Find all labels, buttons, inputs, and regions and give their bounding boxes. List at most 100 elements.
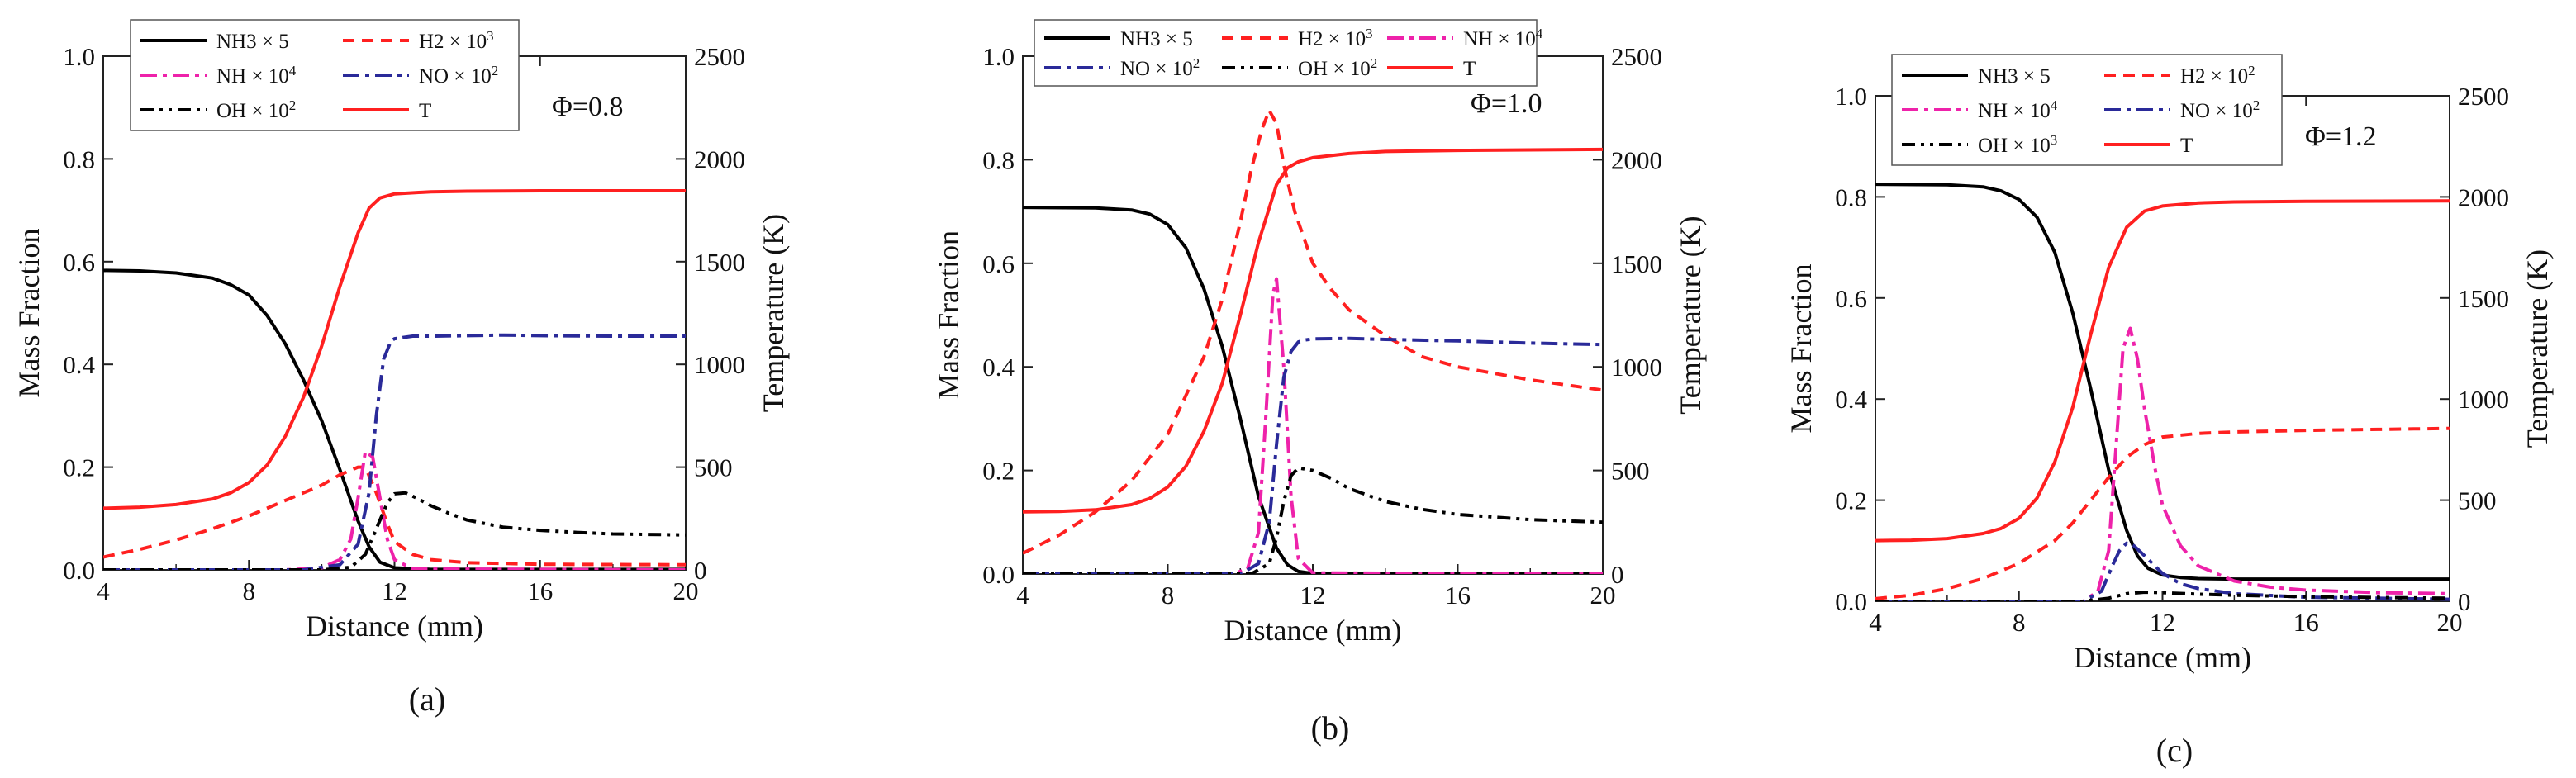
legend: NH3 × 5 H2 × 102 NH × 104 NO × 102 OH × 103 T — [1891, 54, 2283, 166]
series-line-nh3-5 — [1023, 206, 1603, 574]
legend: NH3 × 5 H2 × 103 NH × 104 NO × 102 OH × 102 T — [1034, 19, 1543, 87]
x-tick-label: 8 — [1162, 581, 1175, 610]
x-tick-label: 8 — [243, 576, 256, 605]
legend-box — [1034, 19, 1538, 87]
x-tick-label: 20 — [1590, 581, 1616, 610]
legend-label: T — [2180, 135, 2193, 157]
y-left-tick-label: 0.8 — [1835, 183, 1867, 211]
y-left-tick-label: 0.8 — [63, 145, 95, 173]
chart-c: 4 8 12 16 20 0.0 0.2 0.4 0.6 0.8 1.0 0 500 1000 1500 20… — [1785, 54, 2554, 769]
y-right-axis-label: Temperature (K) — [757, 214, 790, 412]
series-line-oh-10-2 — [103, 491, 686, 570]
y-right-tick-label: 2500 — [1611, 42, 1662, 71]
y-left-axis-label: Mass Fraction — [1785, 264, 1818, 434]
y-right-tick-label: 0 — [694, 556, 707, 585]
x-tick-label: 16 — [527, 576, 553, 605]
phi-annotation: Φ=1.0 — [1471, 88, 1542, 119]
y-right-tick-label: 1000 — [694, 350, 745, 379]
x-tick-label: 8 — [2013, 608, 2026, 637]
legend-label: NH × 104 — [1463, 26, 1543, 51]
legend-label: NO × 102 — [419, 63, 498, 88]
series-line-oh-10-2 — [1023, 466, 1603, 574]
phi-annotation: Φ=0.8 — [552, 92, 624, 122]
y-right-axis-label: Temperature (K) — [1674, 216, 1707, 414]
y-right-tick-label: 1500 — [694, 248, 745, 277]
x-axis-label: Distance (mm) — [306, 610, 483, 643]
legend-label: H2 × 103 — [1298, 26, 1373, 51]
subfigure-caption: (c) — [2156, 732, 2193, 769]
y-left-tick-label: 0.0 — [1835, 587, 1867, 616]
y-left-axis-label: Mass Fraction — [932, 230, 965, 400]
series-line-t — [1875, 199, 2450, 543]
y-left-tick-label: 1.0 — [63, 42, 95, 71]
legend: NH3 × 5 H2 × 103 NH × 104 NO × 102 OH × 102 T — [130, 19, 520, 131]
series-group — [103, 189, 686, 570]
y-right-tick-label: 1000 — [1611, 353, 1662, 382]
series-group — [1875, 183, 2450, 601]
chart-b: 4 8 12 16 20 0.0 0.2 0.4 0.6 0.8 1.0 0 500 1000 1500 20… — [932, 19, 1707, 747]
x-tick-label: 16 — [2293, 608, 2319, 637]
y-left-tick-label: 0.6 — [982, 249, 1015, 278]
y-left-tick-label: 0.2 — [1835, 486, 1867, 515]
subfigure-caption: (b) — [1311, 709, 1350, 747]
y-left-tick-label: 0.4 — [982, 353, 1015, 382]
y-right-tick-label: 500 — [2458, 486, 2497, 515]
x-axis-label: Distance (mm) — [2074, 641, 2251, 674]
x-axis-label: Distance (mm) — [1224, 614, 1402, 647]
y-left-tick-label: 0.4 — [63, 350, 95, 379]
x-tick-label: 12 — [1300, 581, 1326, 610]
y-right-tick-label: 1500 — [2458, 284, 2509, 313]
legend-label: OH × 102 — [216, 97, 296, 123]
y-right-tick-label: 2000 — [694, 145, 745, 173]
y-left-tick-label: 1.0 — [1835, 82, 1867, 111]
legend-label: NH × 104 — [1978, 97, 2058, 123]
legend-label: H2 × 102 — [2180, 63, 2255, 88]
legend-label: NH3 × 5 — [1978, 65, 2051, 88]
legend-label: NO × 102 — [2180, 97, 2260, 123]
phi-annotation: Φ=1.2 — [2305, 121, 2377, 152]
series-line-nh3-5 — [1875, 183, 2450, 581]
y-left-tick-label: 0.6 — [1835, 284, 1867, 313]
y-right-tick-label: 2000 — [2458, 183, 2509, 211]
x-tick-label: 20 — [2437, 608, 2463, 637]
series-line-t — [103, 189, 686, 510]
y-left-axis-label: Mass Fraction — [12, 229, 45, 398]
series-line-t — [1023, 147, 1603, 514]
legend-label: T — [1463, 58, 1476, 80]
series-line-no-10-2 — [1875, 541, 2450, 601]
series-line-h2-10-2 — [1875, 426, 2450, 600]
y-left-tick-label: 0.6 — [63, 248, 95, 277]
legend-label: NH3 × 5 — [216, 31, 289, 53]
series-line-no-10-2 — [1023, 336, 1603, 574]
series-group — [1023, 108, 1603, 574]
y-right-tick-label: 2500 — [694, 42, 745, 71]
y-left-tick-label: 0.2 — [982, 457, 1015, 486]
y-left-tick-label: 0.8 — [982, 145, 1015, 174]
series-line-nh-10-4 — [1875, 326, 2450, 601]
x-tick-label: 4 — [97, 576, 110, 605]
x-tick-label: 4 — [1016, 581, 1029, 610]
legend-label: T — [419, 100, 431, 122]
y-left-tick-label: 0.4 — [1835, 385, 1867, 414]
x-tick-label: 12 — [2150, 608, 2175, 637]
y-right-tick-label: 0 — [1611, 560, 1624, 589]
series-line-h2-10-3 — [1023, 108, 1603, 555]
legend-label: NO × 102 — [1120, 55, 1200, 81]
series-line-nh3-5 — [103, 268, 686, 570]
y-right-tick-label: 1000 — [2458, 385, 2509, 414]
y-right-tick-label: 2000 — [1611, 145, 1662, 174]
legend-label: H2 × 103 — [419, 28, 494, 54]
x-tick-label: 20 — [673, 576, 699, 605]
y-left-tick-label: 0.0 — [63, 556, 95, 585]
legend-label: NH3 × 5 — [1120, 28, 1193, 50]
x-tick-label: 16 — [1445, 581, 1471, 610]
x-tick-label: 4 — [1869, 608, 1882, 637]
y-right-tick-label: 500 — [1611, 457, 1650, 486]
y-left-tick-label: 0.0 — [982, 560, 1015, 589]
y-right-tick-label: 1500 — [1611, 249, 1662, 278]
y-right-tick-label: 0 — [2458, 587, 2471, 616]
legend-label: OH × 103 — [1978, 132, 2057, 158]
y-right-axis-label: Temperature (K) — [2521, 249, 2554, 448]
subfigure-caption: (a) — [409, 681, 445, 718]
